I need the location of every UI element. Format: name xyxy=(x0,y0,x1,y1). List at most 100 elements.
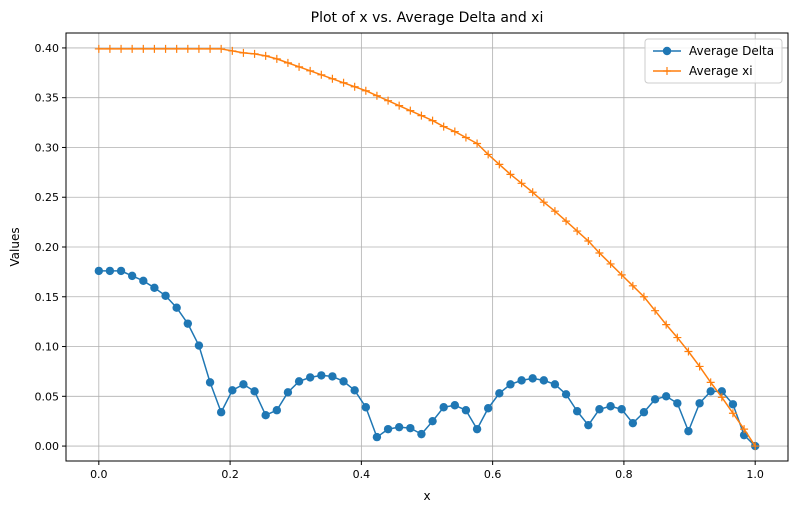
data-point xyxy=(372,432,382,442)
data-point xyxy=(572,407,582,416)
data-point xyxy=(206,44,215,53)
data-point xyxy=(216,408,226,417)
data-point xyxy=(150,283,159,293)
data-point xyxy=(695,362,704,371)
y-tick-label: 0.00 xyxy=(35,440,60,453)
data-point xyxy=(294,377,304,386)
data-point xyxy=(384,96,393,105)
data-point xyxy=(684,347,693,356)
data-point xyxy=(328,74,337,83)
y-axis-ticks: 0.00 0.05 0.10 0.15 0.20 0.25 0.30 0.35 0.40 xyxy=(35,42,66,453)
data-point xyxy=(650,395,660,404)
data-point xyxy=(94,44,103,53)
data-point xyxy=(317,371,326,380)
data-point xyxy=(105,266,115,276)
data-point xyxy=(261,51,270,60)
data-point xyxy=(139,276,148,286)
data-point xyxy=(450,127,459,136)
data-point xyxy=(361,403,371,412)
data-point xyxy=(684,426,693,436)
y-tick-label: 0.20 xyxy=(35,241,60,254)
data-point xyxy=(606,259,615,268)
data-point xyxy=(651,306,660,315)
data-point xyxy=(695,399,704,408)
data-point xyxy=(595,248,604,257)
data-point xyxy=(350,386,359,395)
data-point xyxy=(573,227,582,236)
series-0 xyxy=(94,266,760,451)
legend-marker xyxy=(662,46,672,56)
data-point xyxy=(127,271,137,281)
data-point xyxy=(728,400,738,409)
data-point xyxy=(295,62,304,71)
data-point xyxy=(183,319,193,328)
data-point xyxy=(339,377,348,386)
data-point xyxy=(706,378,715,387)
data-point xyxy=(562,217,571,226)
data-point xyxy=(328,372,337,381)
data-point xyxy=(506,380,515,389)
data-point xyxy=(428,416,437,426)
data-point xyxy=(606,402,615,411)
data-point xyxy=(639,292,648,301)
data-point xyxy=(228,386,237,395)
data-point xyxy=(283,388,293,397)
x-axis-ticks: 0.0 0.2 0.4 0.6 0.8 1.0 xyxy=(90,461,764,481)
x-tick-label: 0.4 xyxy=(353,468,371,481)
data-point xyxy=(350,82,359,91)
data-point xyxy=(595,405,604,414)
data-point xyxy=(584,237,593,246)
data-point xyxy=(439,122,448,131)
data-point xyxy=(617,270,626,279)
x-tick-label: 0.8 xyxy=(615,468,633,481)
x-tick-label: 0.6 xyxy=(484,468,502,481)
data-point xyxy=(339,78,348,87)
data-point xyxy=(706,387,715,396)
data-point xyxy=(383,424,393,434)
x-tick-label: 1.0 xyxy=(746,468,764,481)
series-1 xyxy=(94,44,760,451)
series-layer xyxy=(94,44,760,451)
data-point xyxy=(472,424,482,434)
data-point xyxy=(417,111,426,120)
y-tick-label: 0.25 xyxy=(35,191,60,204)
data-point xyxy=(417,429,426,439)
data-point xyxy=(172,303,181,312)
data-point xyxy=(250,387,259,396)
data-point xyxy=(473,139,482,148)
data-point xyxy=(250,49,259,58)
data-point xyxy=(673,333,682,342)
data-point xyxy=(539,198,548,207)
data-point xyxy=(105,44,114,53)
data-point xyxy=(484,150,493,159)
y-tick-label: 0.35 xyxy=(35,92,60,105)
data-point xyxy=(239,48,248,57)
data-point xyxy=(517,179,526,188)
data-point xyxy=(305,373,315,382)
data-point xyxy=(461,406,471,415)
data-point xyxy=(428,116,437,125)
data-point xyxy=(673,399,682,408)
data-point xyxy=(239,380,248,389)
data-point xyxy=(740,425,749,434)
data-point xyxy=(495,389,504,398)
data-point xyxy=(116,266,126,276)
data-point xyxy=(506,170,515,179)
grid-lines xyxy=(66,33,788,461)
data-point xyxy=(94,266,104,276)
y-tick-label: 0.15 xyxy=(35,291,60,304)
chart-title: Plot of x vs. Average Delta and xi xyxy=(311,10,544,26)
legend-box xyxy=(644,38,783,84)
data-point xyxy=(617,405,626,414)
data-point xyxy=(561,390,571,399)
data-point xyxy=(584,420,593,430)
data-point xyxy=(172,44,181,53)
data-point xyxy=(128,44,137,53)
data-point xyxy=(261,411,270,420)
y-tick-label: 0.30 xyxy=(35,141,60,154)
data-point xyxy=(150,44,159,53)
y-axis-label: Values xyxy=(8,227,22,266)
data-point xyxy=(661,392,671,401)
data-point xyxy=(372,91,381,100)
